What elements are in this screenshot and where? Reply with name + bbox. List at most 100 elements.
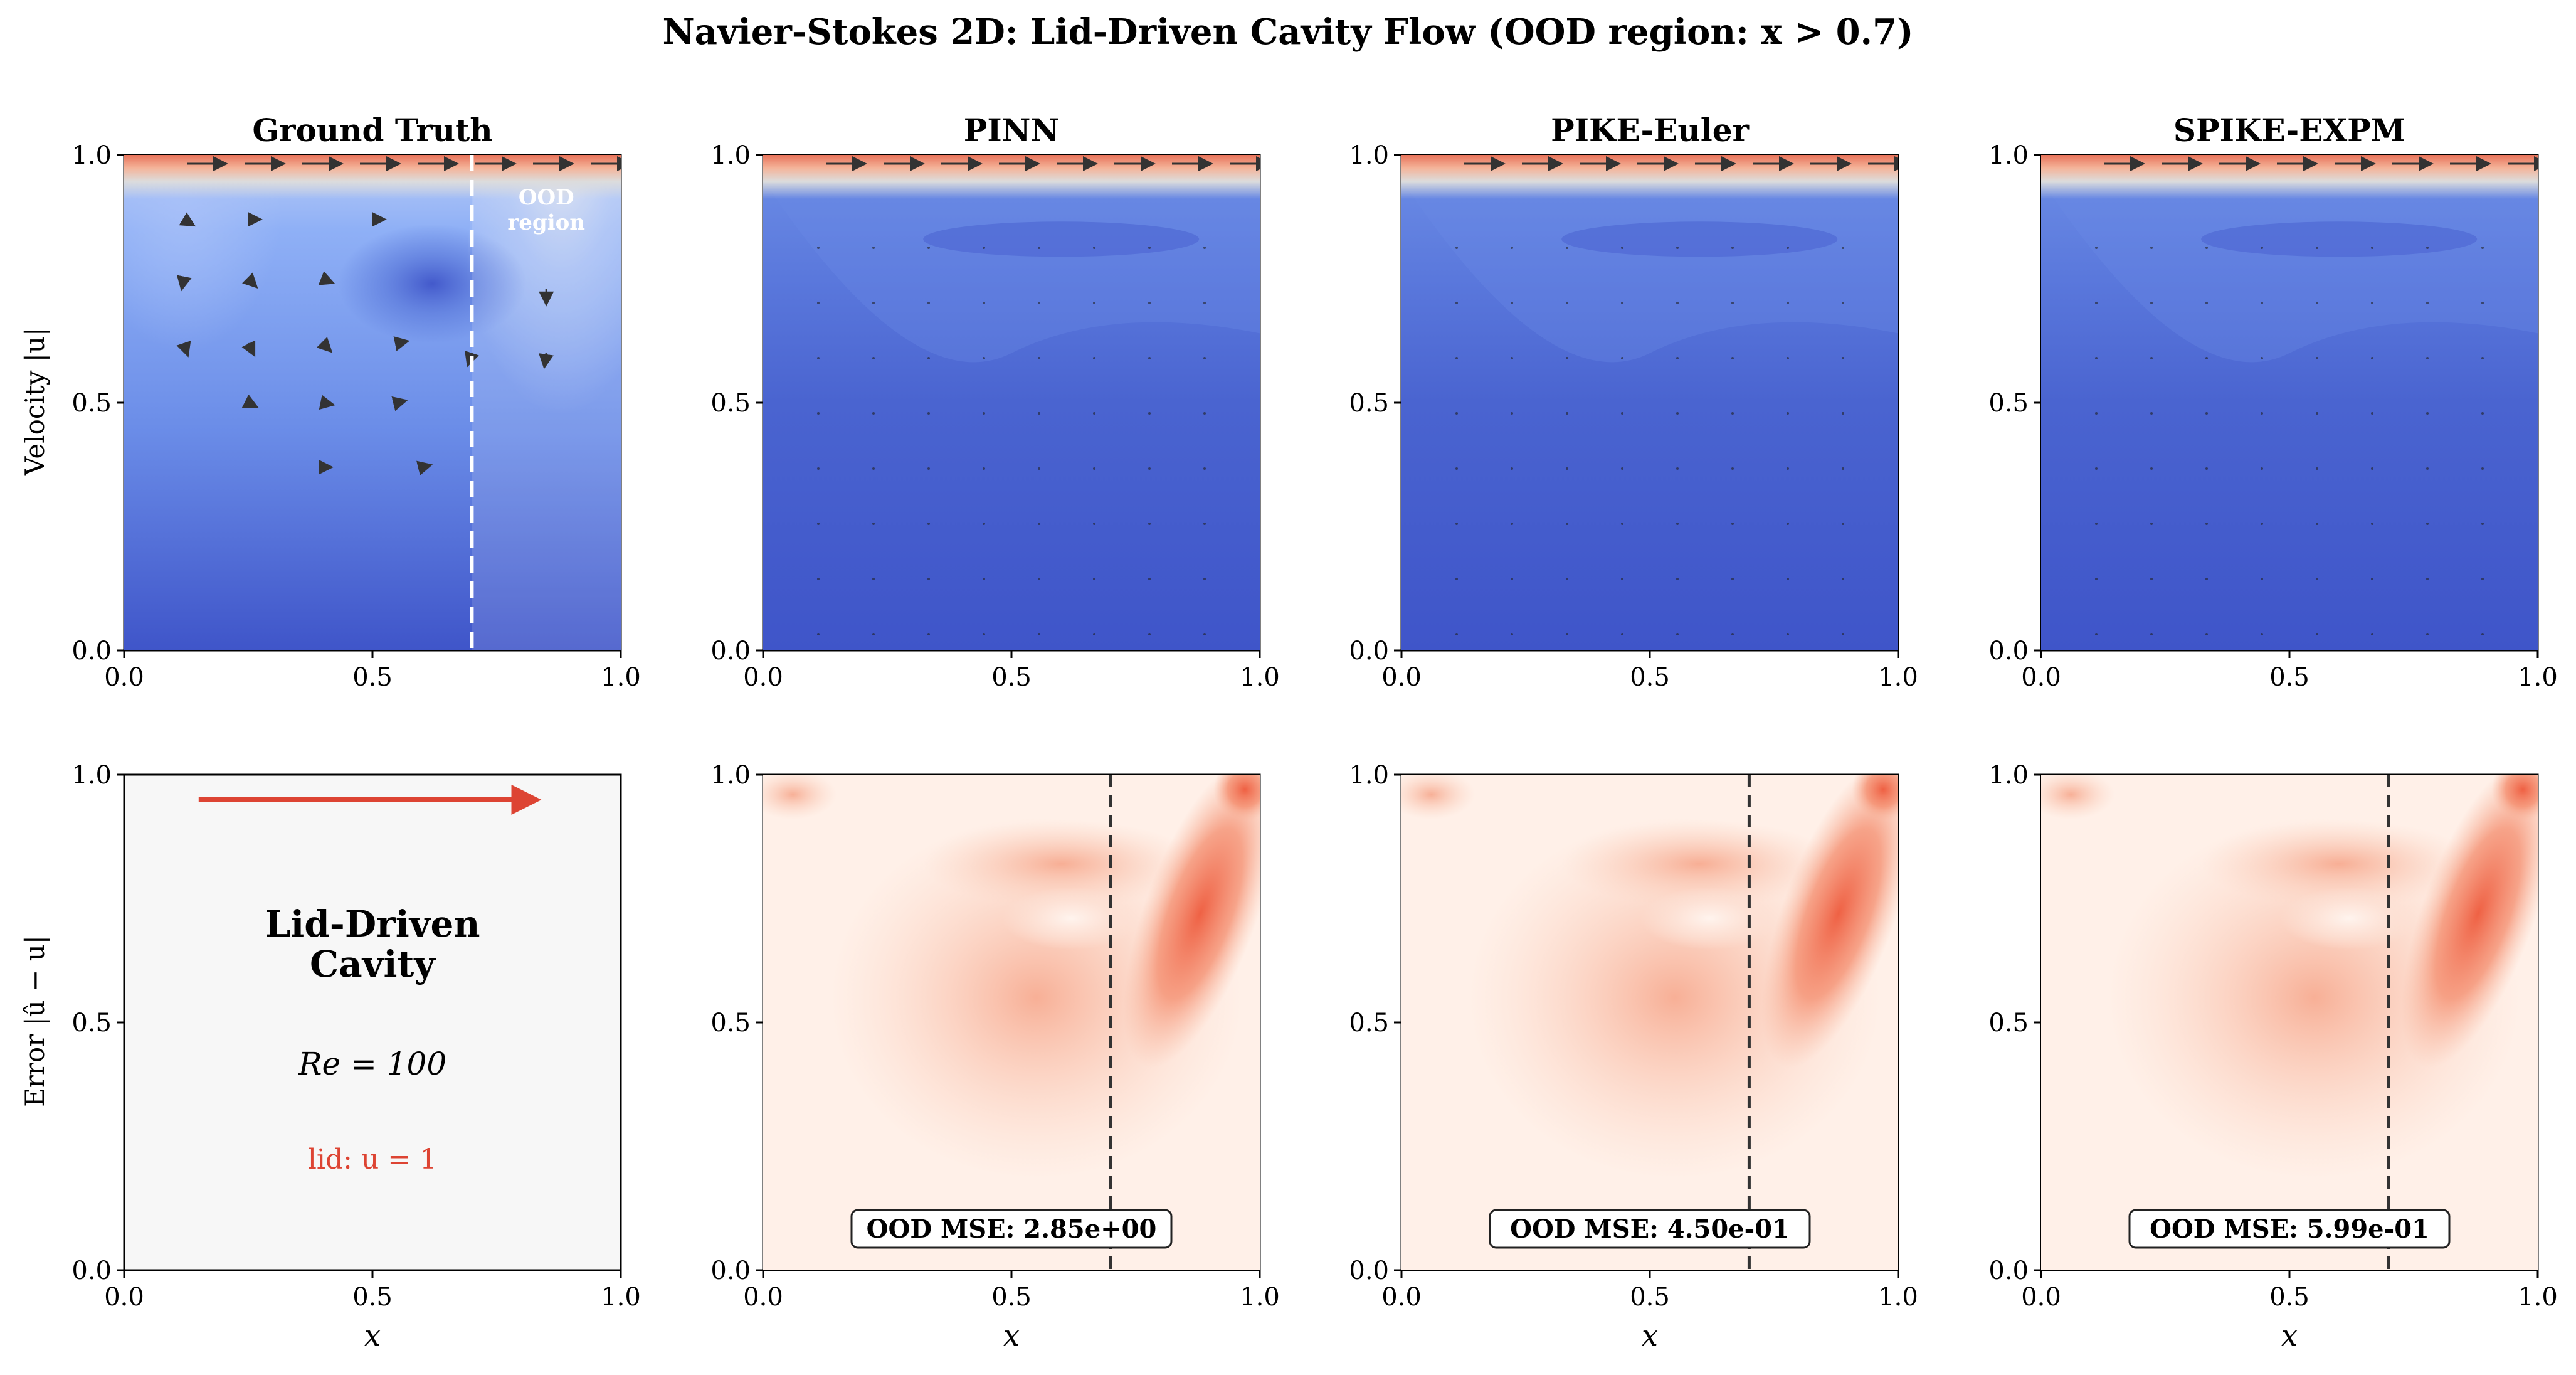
quiver-dot <box>2095 467 2098 470</box>
quiver-dot <box>1455 357 1458 359</box>
panel-title: Ground Truth <box>252 112 492 149</box>
ood-mse-label: OOD MSE: 5.99e-01 <box>2150 1214 2429 1244</box>
quiver-dot <box>2426 412 2429 415</box>
ood-mse-label: OOD MSE: 4.50e-01 <box>1510 1214 1790 1244</box>
y-tick-label: 1.0 <box>1349 141 1389 170</box>
info-title-line: Cavity <box>310 943 436 985</box>
quiver-dot <box>1731 578 1734 580</box>
quiver-dot <box>983 247 985 249</box>
error-corner <box>1852 775 1898 821</box>
lid-heat-band <box>2041 155 2538 199</box>
error-vortex-hole <box>1002 887 1141 950</box>
quiver-dot <box>1787 247 1789 249</box>
error-bulk <box>829 815 1243 1180</box>
x-tick-label: 1.0 <box>2518 1283 2558 1312</box>
error-left-corner <box>2041 775 2115 820</box>
lid-velocity-label: lid: u = 1 <box>308 1144 437 1176</box>
lid-heat-band <box>763 155 1260 199</box>
error-field <box>1401 775 1898 1270</box>
mse-box <box>2128 1209 2451 1249</box>
error-hotspot-right <box>2401 775 2538 1068</box>
quiver-dot <box>1511 523 1513 525</box>
quiver-dot <box>2316 523 2318 525</box>
quiver-dot <box>2095 633 2098 635</box>
x-tick-label: 0.0 <box>104 663 144 692</box>
quiver-dot <box>1731 302 1734 304</box>
quiver-dot <box>1511 412 1513 415</box>
x-tick-label: 0.0 <box>743 663 783 692</box>
velocity-panel-pike-euler: PIKE-Euler 0.0 0.5 1.0 0.0 0.5 1.0 <box>1349 112 1918 692</box>
prediction-field <box>2041 155 2538 650</box>
quiver-dot <box>2261 302 2263 304</box>
y-tick-label: 0.0 <box>1988 637 2029 666</box>
quiver-dot <box>2481 467 2484 470</box>
quiver-dot <box>1842 302 1844 304</box>
quiver-dot <box>817 357 820 359</box>
quiver-dot <box>1038 247 1040 249</box>
row2-ylabel: Error |û − u| <box>19 935 50 1107</box>
quiver-dot <box>1455 412 1458 415</box>
quiver-dot <box>2481 412 2484 415</box>
quiver-dot <box>1676 523 1679 525</box>
quiver-dot <box>2316 357 2318 359</box>
quiver-dot <box>1566 357 1568 359</box>
quiver-dot <box>2150 357 2153 359</box>
quiver-dot <box>2316 302 2318 304</box>
quiver-dot <box>1203 357 1206 359</box>
x-axis-label: x <box>2281 1319 2298 1352</box>
x-tick-label: 0.5 <box>1630 663 1670 692</box>
error-bulk <box>1467 815 1882 1180</box>
error-corner <box>1213 775 1260 821</box>
quiver-dot <box>1566 578 1568 580</box>
info-title-line: Lid-Driven <box>265 903 480 945</box>
quiver-dot <box>1148 302 1151 304</box>
upper-flow-band <box>1401 155 1898 363</box>
quiver-dot <box>1093 302 1095 304</box>
quiver-dot <box>983 523 985 525</box>
quiver-dot <box>2205 357 2208 359</box>
x-tick-label: 0.0 <box>2021 663 2061 692</box>
quiver-dot <box>2481 633 2484 635</box>
quiver-dot <box>1621 523 1623 525</box>
quiver-dot <box>1731 633 1734 635</box>
y-tick-label: 0.5 <box>1349 389 1389 418</box>
info-background <box>125 775 620 1270</box>
quiver-dot <box>1148 578 1151 580</box>
quiver-dot <box>2426 357 2429 359</box>
error-field <box>763 775 1260 1270</box>
quiver-dot <box>1511 302 1513 304</box>
quiver-dot <box>2481 247 2484 249</box>
quiver-dot <box>1455 633 1458 635</box>
quiver-dot <box>2371 633 2373 635</box>
quiver-dot <box>2261 467 2263 470</box>
quiver-dot <box>1203 578 1206 580</box>
prediction-field <box>763 155 1260 650</box>
quiver-dot <box>1038 523 1040 525</box>
y-tick-label: 1.0 <box>710 761 751 790</box>
quiver-dot <box>2205 247 2208 249</box>
quiver-dot <box>1093 357 1095 359</box>
quiver-dot <box>1731 357 1734 359</box>
quiver-dot <box>2316 467 2318 470</box>
quiver-dot <box>1566 412 1568 415</box>
quiver-arrow <box>316 337 333 353</box>
quiver-dot <box>1842 578 1844 580</box>
y-tick-label: 0.0 <box>71 1256 112 1285</box>
quiver-dot <box>2261 633 2263 635</box>
error-upper-band <box>1561 820 1838 908</box>
ood-mse-label: OOD MSE: 2.85e+00 <box>867 1214 1157 1244</box>
quiver-dot <box>1038 578 1040 580</box>
quiver-dot <box>1731 523 1734 525</box>
quiver-dot <box>1787 633 1789 635</box>
quiver-dot <box>817 578 820 580</box>
quiver-arrow <box>241 394 259 408</box>
x-tick-label: 1.0 <box>1878 1283 1918 1312</box>
quiver-dot <box>872 247 875 249</box>
quiver-dot <box>2261 578 2263 580</box>
quiver-dot <box>1148 247 1151 249</box>
quiver-dot <box>983 412 985 415</box>
quiver-dot <box>817 302 820 304</box>
y-tick-label: 0.0 <box>710 1256 751 1285</box>
quiver-dot <box>1676 578 1679 580</box>
